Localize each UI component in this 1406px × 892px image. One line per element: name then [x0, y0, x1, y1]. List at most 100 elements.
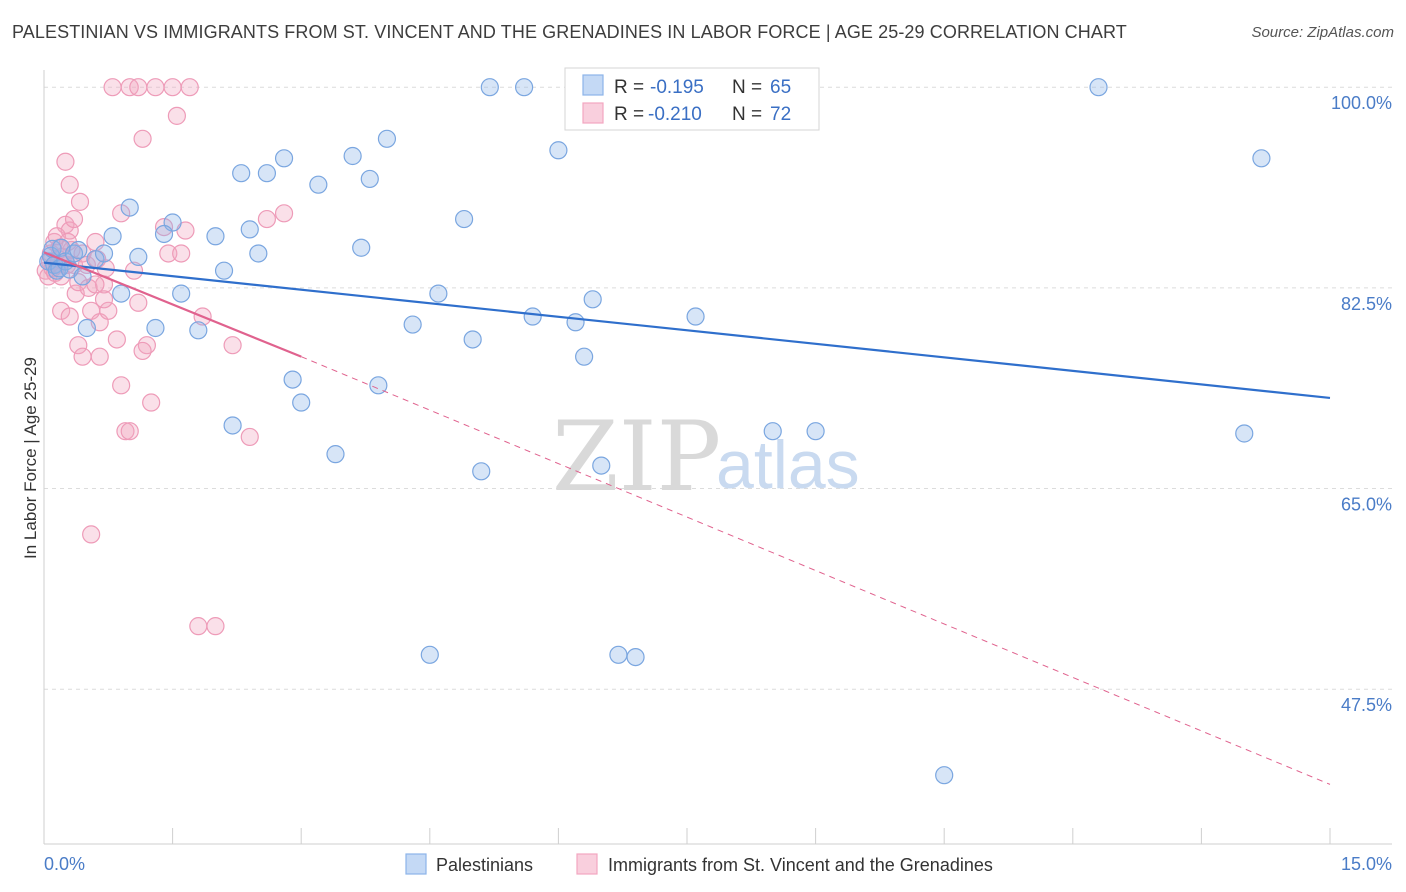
point-palestinians [686, 307, 705, 326]
point-palestinians [369, 376, 388, 395]
point-palestinians [575, 347, 594, 366]
point-palestinians [515, 78, 534, 97]
point-immigrants [99, 301, 118, 320]
point-palestinians [549, 141, 568, 160]
legend-label-immigrants: Immigrants from St. Vincent and the Gren… [608, 855, 993, 875]
point-palestinians [523, 307, 542, 326]
point-immigrants [82, 525, 101, 544]
stats-box: R = -0.195 N = 65 R = -0.210 N = 72 [564, 67, 820, 131]
point-immigrants [60, 307, 79, 326]
tick-labels: 100.0% 82.5% 65.0% 47.5% 0.0% 15.0% [44, 93, 1392, 874]
point-palestinians [292, 393, 311, 412]
point-immigrants [86, 275, 105, 294]
point-immigrants [69, 336, 88, 355]
point-palestinians [154, 224, 174, 244]
point-palestinians [120, 198, 139, 217]
point-immigrants [159, 244, 178, 263]
stats-n-value-2: 72 [770, 104, 791, 125]
point-immigrants [189, 617, 208, 636]
point-immigrants [103, 78, 122, 97]
point-palestinians [763, 422, 782, 441]
point-palestinians [249, 244, 268, 263]
y-tick-label: 65.0% [1341, 495, 1392, 515]
point-palestinians [626, 647, 645, 667]
stats-r-label-2: R = [614, 104, 644, 125]
point-palestinians [309, 175, 328, 194]
stats-r-value-2: -0.210 [648, 104, 702, 125]
point-palestinians [480, 78, 499, 97]
stats-n-label-2: N = [732, 104, 762, 125]
trend-lines [43, 251, 1331, 785]
legend: Palestinians Immigrants from St. Vincent… [405, 853, 993, 875]
point-immigrants [60, 175, 79, 194]
point-palestinians [232, 164, 251, 183]
trend-line-immigrants [43, 251, 302, 358]
point-immigrants [154, 217, 174, 237]
point-palestinians [609, 645, 628, 664]
point-palestinians [257, 164, 277, 183]
point-palestinians [69, 240, 88, 260]
point-palestinians [1252, 149, 1271, 168]
point-immigrants [73, 347, 92, 366]
point-palestinians [223, 416, 242, 435]
point-palestinians [566, 313, 585, 332]
legend-swatch-palestinians [405, 853, 427, 875]
y-tick-label: 47.5% [1341, 695, 1392, 715]
point-palestinians [1235, 424, 1254, 443]
point-immigrants [129, 78, 148, 97]
legend-label-palestinians: Palestinians [436, 855, 533, 875]
point-immigrants [129, 293, 148, 312]
point-palestinians [454, 209, 474, 229]
point-palestinians [189, 321, 208, 340]
point-palestinians [112, 284, 131, 303]
point-palestinians [403, 315, 422, 334]
point-immigrants [112, 376, 131, 395]
point-palestinians [429, 284, 448, 303]
point-immigrants [240, 427, 259, 447]
watermark: ZIP atlas [552, 401, 860, 513]
y-tick-label: 82.5% [1341, 294, 1392, 314]
point-palestinians [94, 244, 114, 263]
point-immigrants [120, 422, 139, 441]
stats-swatch-pink [582, 102, 604, 124]
point-immigrants [257, 209, 277, 229]
stats-n-value-1: 65 [770, 77, 791, 98]
point-palestinians [103, 227, 122, 246]
stats-box-frame [564, 67, 820, 131]
point-immigrants [133, 129, 152, 148]
point-palestinians [146, 318, 165, 338]
stats-n-label-1: N = [732, 77, 762, 98]
point-immigrants [64, 209, 84, 229]
stats-r-value-1: -0.195 [650, 77, 704, 98]
point-palestinians [352, 238, 371, 257]
axes [43, 70, 1392, 845]
point-palestinians [77, 318, 96, 338]
point-palestinians [206, 227, 225, 246]
point-immigrants [107, 330, 126, 349]
point-immigrants [70, 192, 90, 211]
point-immigrants [133, 341, 152, 361]
source-label: Source: ZipAtlas.com [1251, 24, 1394, 41]
point-immigrants [223, 336, 242, 355]
x-tick-label: 15.0% [1341, 854, 1392, 874]
y-axis-title: In Labor Force | Age 25-29 [21, 357, 40, 559]
point-palestinians [343, 146, 362, 166]
chart-title: PALESTINIAN VS IMMIGRANTS FROM ST. VINCE… [12, 22, 1127, 42]
y-tick-label: 100.0% [1331, 93, 1392, 113]
point-palestinians [283, 370, 302, 389]
point-palestinians [420, 645, 439, 664]
point-palestinians [326, 445, 345, 464]
point-palestinians [129, 247, 148, 267]
point-palestinians [240, 220, 259, 239]
trend-line-immigrants-extrapolated [301, 356, 1331, 785]
point-palestinians [583, 290, 602, 309]
point-immigrants [116, 422, 135, 441]
point-immigrants [56, 152, 75, 171]
point-palestinians [592, 456, 611, 475]
point-immigrants [90, 347, 109, 366]
point-immigrants [172, 244, 191, 263]
point-palestinians [274, 149, 294, 168]
point-palestinians [806, 422, 825, 441]
point-immigrants [146, 78, 165, 97]
